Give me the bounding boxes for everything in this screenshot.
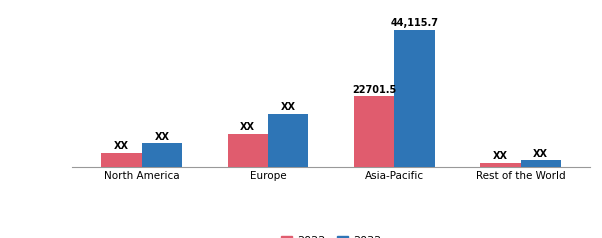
Text: XX: XX <box>240 122 255 132</box>
Text: XX: XX <box>114 141 129 151</box>
Bar <box>268 114 308 167</box>
Text: XX: XX <box>533 149 548 159</box>
Text: XX: XX <box>154 132 169 142</box>
Text: 22701.5: 22701.5 <box>352 84 396 94</box>
Bar <box>354 96 394 167</box>
Bar <box>480 163 521 167</box>
Text: 44,115.7: 44,115.7 <box>391 18 438 28</box>
Bar <box>101 153 141 167</box>
Text: XX: XX <box>281 102 296 112</box>
Legend: 2022, 2032: 2022, 2032 <box>281 236 382 238</box>
Bar <box>521 160 561 167</box>
Bar <box>228 134 268 167</box>
Bar <box>141 143 182 167</box>
Text: XX: XX <box>493 151 508 161</box>
Bar <box>394 30 435 167</box>
